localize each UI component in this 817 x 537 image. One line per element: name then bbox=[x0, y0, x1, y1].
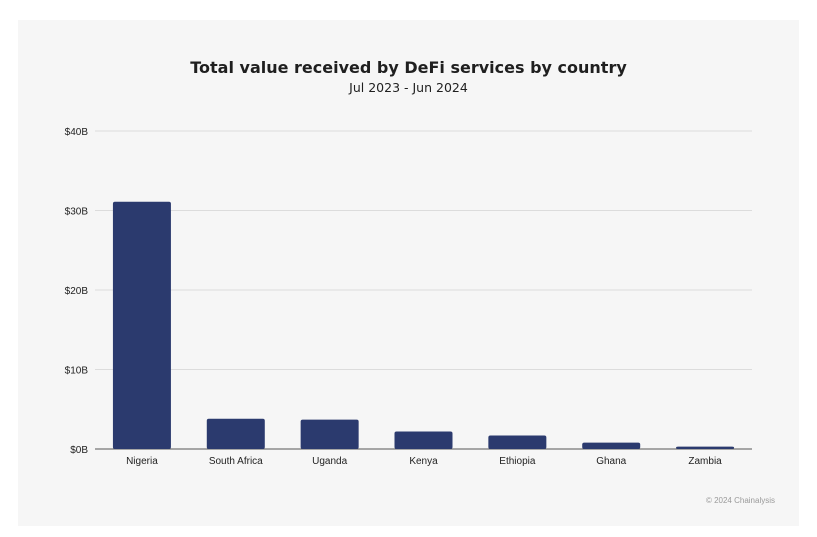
x-tick-label: Ghana bbox=[596, 456, 626, 467]
bar-kenya bbox=[394, 431, 453, 449]
y-axis-ticks: $0B $10B $20B $30B $40B bbox=[65, 127, 89, 456]
bar-nigeria bbox=[112, 201, 171, 449]
source-credit: © 2024 Chainalysis bbox=[705, 496, 775, 505]
y-tick-label: $10B bbox=[65, 366, 89, 377]
x-tick-label: Kenya bbox=[409, 456, 438, 467]
bar-ethiopia bbox=[488, 435, 547, 449]
chart-subtitle: Jul 2023 - Jun 2024 bbox=[349, 80, 468, 95]
bars bbox=[112, 201, 735, 449]
x-axis-ticks: Nigeria South Africa Uganda Kenya Ethiopia Gh… bbox=[126, 456, 722, 467]
chart-title: Total value received by DeFi services by… bbox=[190, 58, 627, 77]
bar-ghana bbox=[582, 442, 641, 449]
x-tick-label: Uganda bbox=[312, 456, 347, 467]
bar-uganda bbox=[300, 419, 359, 449]
x-tick-label: Nigeria bbox=[126, 456, 158, 467]
y-tick-label: $30B bbox=[65, 207, 89, 218]
y-tick-label: $40B bbox=[65, 127, 89, 138]
bar-zambia bbox=[676, 446, 735, 449]
gridlines bbox=[95, 130, 752, 450]
x-tick-label: Ethiopia bbox=[499, 456, 536, 467]
bar-south-africa bbox=[206, 418, 265, 449]
x-tick-label: Zambia bbox=[688, 456, 722, 467]
y-tick-label: $0B bbox=[70, 445, 88, 456]
y-tick-label: $20B bbox=[65, 286, 89, 297]
x-tick-label: South Africa bbox=[209, 456, 263, 467]
